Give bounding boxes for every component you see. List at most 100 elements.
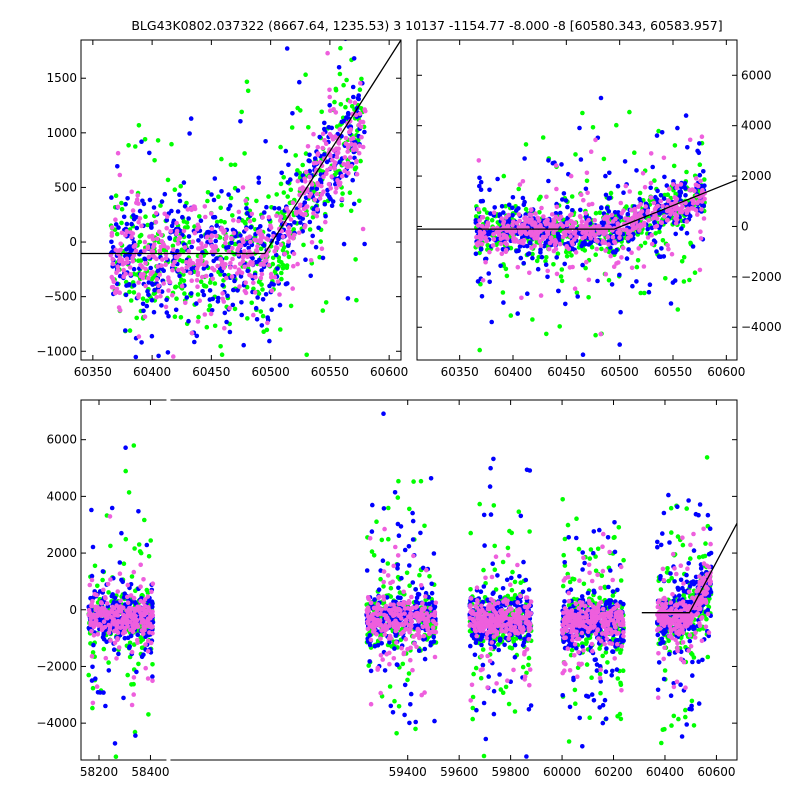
data-point bbox=[600, 230, 606, 235]
data-point bbox=[591, 224, 597, 229]
data-point bbox=[432, 718, 437, 724]
data-point bbox=[153, 210, 159, 216]
data-point bbox=[236, 252, 241, 257]
data-point bbox=[230, 302, 236, 308]
data-point bbox=[661, 155, 667, 161]
data-point bbox=[603, 271, 609, 277]
data-point bbox=[478, 246, 484, 252]
data-point bbox=[126, 251, 131, 257]
data-point bbox=[334, 124, 340, 129]
data-point bbox=[317, 196, 323, 201]
data-point bbox=[117, 172, 123, 178]
data-point bbox=[147, 197, 153, 203]
data-point bbox=[230, 245, 235, 251]
data-point bbox=[606, 277, 612, 283]
data-point bbox=[137, 234, 143, 239]
data-point bbox=[198, 234, 204, 239]
data-point bbox=[326, 125, 332, 130]
data-point bbox=[320, 131, 326, 137]
data-point bbox=[151, 309, 157, 315]
data-point bbox=[314, 191, 320, 197]
data-point bbox=[495, 247, 500, 252]
data-point bbox=[519, 295, 524, 301]
data-point bbox=[569, 211, 574, 217]
data-point bbox=[135, 193, 140, 198]
data-point bbox=[608, 253, 613, 259]
data-point bbox=[235, 188, 241, 193]
data-point bbox=[569, 194, 575, 199]
data-point bbox=[626, 218, 631, 223]
data-point bbox=[195, 258, 201, 264]
data-point bbox=[603, 650, 609, 655]
data-point bbox=[190, 239, 196, 244]
data-point bbox=[121, 561, 127, 566]
data-point bbox=[136, 334, 142, 339]
data-point bbox=[697, 194, 703, 200]
data-point bbox=[333, 87, 339, 93]
data-point bbox=[478, 237, 484, 242]
data-point bbox=[103, 703, 108, 709]
data-point bbox=[262, 258, 268, 264]
data-point bbox=[655, 216, 660, 221]
data-point bbox=[303, 72, 308, 77]
data-point bbox=[695, 148, 700, 154]
data-point bbox=[627, 229, 632, 234]
y-tick-label: −500 bbox=[44, 290, 77, 304]
points-group bbox=[81, 40, 401, 360]
data-point bbox=[530, 251, 535, 257]
data-point bbox=[587, 233, 593, 238]
data-point bbox=[510, 222, 515, 228]
data-point bbox=[278, 181, 284, 187]
data-point bbox=[321, 174, 326, 179]
data-point bbox=[125, 259, 130, 265]
data-point bbox=[623, 216, 628, 221]
data-point bbox=[341, 82, 346, 88]
data-point bbox=[336, 65, 342, 70]
data-point bbox=[394, 662, 400, 667]
data-point bbox=[356, 122, 362, 128]
data-point bbox=[120, 262, 126, 267]
data-point bbox=[303, 169, 309, 175]
data-point bbox=[131, 681, 136, 687]
data-point bbox=[543, 219, 548, 225]
data-point bbox=[294, 172, 299, 177]
data-point bbox=[278, 242, 284, 247]
data-point bbox=[184, 265, 189, 270]
data-point bbox=[625, 211, 631, 217]
data-point bbox=[252, 237, 258, 243]
data-point bbox=[487, 249, 492, 255]
data-point bbox=[513, 239, 518, 244]
data-point bbox=[413, 726, 418, 732]
data-point bbox=[166, 288, 171, 293]
data-point bbox=[402, 712, 407, 718]
data-point bbox=[703, 541, 708, 546]
data-point bbox=[674, 185, 679, 191]
data-point bbox=[489, 319, 495, 325]
data-point bbox=[251, 217, 257, 223]
data-point bbox=[100, 569, 106, 574]
data-point bbox=[148, 272, 153, 277]
data-point bbox=[613, 250, 618, 255]
data-point bbox=[260, 313, 266, 319]
data-point bbox=[182, 291, 187, 296]
data-point bbox=[172, 259, 177, 265]
data-point bbox=[346, 171, 351, 176]
data-point bbox=[146, 554, 152, 559]
data-point bbox=[634, 168, 639, 173]
data-point bbox=[347, 190, 353, 195]
data-point bbox=[139, 223, 144, 229]
data-point bbox=[477, 347, 483, 353]
data-point bbox=[229, 240, 234, 246]
data-point bbox=[382, 668, 388, 673]
data-point bbox=[658, 587, 664, 592]
data-point bbox=[675, 307, 681, 312]
data-point bbox=[198, 254, 203, 259]
data-point bbox=[619, 255, 624, 260]
data-point bbox=[129, 574, 135, 579]
data-point bbox=[260, 254, 265, 259]
data-point bbox=[560, 197, 565, 202]
data-point bbox=[348, 208, 354, 214]
data-point bbox=[632, 213, 637, 218]
data-point bbox=[143, 260, 148, 266]
